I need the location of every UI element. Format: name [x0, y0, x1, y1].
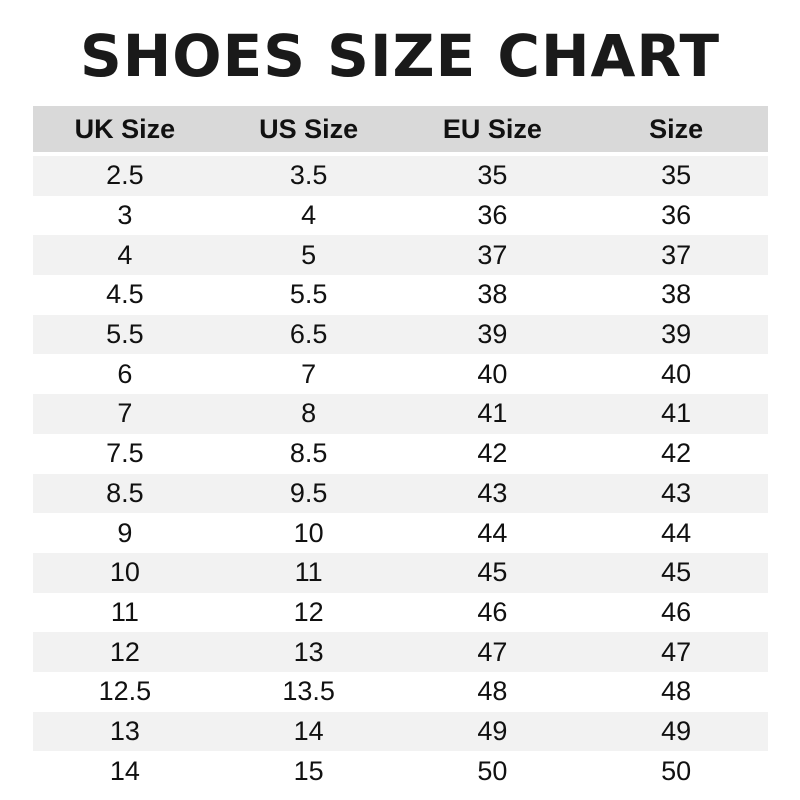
- table-cell: 6.5: [289, 319, 328, 350]
- table-cell: 9: [117, 517, 133, 548]
- table-cell: 5: [301, 239, 317, 270]
- table-cell: 36: [477, 200, 508, 231]
- table-cell: 8.5: [106, 477, 144, 508]
- table-cell: 43: [477, 477, 508, 508]
- table-cell: 48: [661, 676, 692, 707]
- table-row: 12 13 47 47: [33, 632, 768, 672]
- table-cell: 8: [301, 398, 317, 429]
- table-cell: 12: [293, 596, 324, 627]
- table-cell: 7: [117, 398, 133, 429]
- table-cell: 42: [477, 438, 508, 469]
- table-body: 2.5 3.5 35 35 3 4 36 36 4 5 37 37 4.5 5.5 38 38 5.5 6.5 39…: [33, 156, 768, 791]
- table-cell: 4.5: [106, 279, 144, 310]
- table-cell: 4: [301, 200, 317, 231]
- table-cell: 3.5: [289, 160, 328, 191]
- table-cell: 12.5: [98, 676, 152, 707]
- table-cell: 37: [661, 239, 692, 270]
- table-cell: 47: [477, 636, 508, 667]
- table-cell: 39: [661, 319, 692, 350]
- table-cell: 49: [661, 715, 692, 746]
- table-cell: 47: [661, 636, 692, 667]
- table-row: 4.5 5.5 38 38: [33, 275, 768, 315]
- table-cell: 40: [661, 358, 692, 389]
- table-cell: 50: [477, 755, 508, 786]
- table-row: 4 5 37 37: [33, 235, 768, 276]
- table-cell: 12: [109, 636, 140, 667]
- column-header: Size: [649, 113, 704, 144]
- table-cell: 49: [477, 715, 508, 746]
- table-cell: 45: [661, 557, 692, 588]
- table-cell: 44: [661, 517, 692, 548]
- table-row: 11 12 46 46: [33, 593, 768, 633]
- table-cell: 8.5: [289, 438, 328, 469]
- table-cell: 11: [294, 557, 323, 588]
- table-cell: 46: [477, 596, 508, 627]
- table-cell: 7: [301, 358, 317, 389]
- table-cell: 38: [477, 279, 508, 310]
- table-cell: 14: [293, 715, 324, 746]
- table-cell: 39: [477, 319, 508, 350]
- table-cell: 13: [293, 636, 324, 667]
- table-cell: 7.5: [106, 438, 144, 469]
- table-row: 7.5 8.5 42 42: [33, 434, 768, 474]
- table-row: 2.5 3.5 35 35: [33, 156, 768, 196]
- table-cell: 10: [109, 557, 140, 588]
- table-cell: 10: [293, 517, 324, 548]
- table-cell: 3: [117, 200, 133, 231]
- table-row: 13 14 49 49: [33, 711, 768, 752]
- table-row: 7 8 41 41: [33, 394, 768, 434]
- table-row: 5.5 6.5 39 39: [33, 314, 768, 355]
- table-cell: 38: [661, 279, 692, 310]
- table-cell: 4: [117, 239, 133, 270]
- table-cell: 13.5: [282, 676, 335, 707]
- column-header: US Size: [259, 113, 359, 144]
- table-row: 14 15 50 50: [33, 751, 768, 791]
- table-cell: 41: [477, 398, 508, 429]
- table-header: UK Size US Size EU Size Size: [33, 106, 768, 152]
- table-row: 9 10 44 44: [33, 513, 768, 553]
- table-cell: 14: [109, 755, 140, 786]
- table-row: 3 4 36 36: [33, 196, 768, 236]
- table-cell: 35: [661, 160, 692, 191]
- table-cell: 40: [477, 358, 508, 389]
- table-cell: 5.5: [106, 319, 144, 350]
- table-cell: 37: [477, 239, 508, 270]
- table-cell: 15: [293, 755, 324, 786]
- table-cell: 13: [109, 715, 140, 746]
- table-cell: 5.5: [289, 279, 328, 310]
- table-cell: 44: [477, 517, 508, 548]
- table-row: 8.5 9.5 43 43: [33, 473, 768, 514]
- table-cell: 9.5: [289, 477, 328, 508]
- table-cell: 2.5: [106, 160, 144, 191]
- table-row: 6 7 40 40: [33, 354, 768, 394]
- table-row: 12.5 13.5 48 48: [33, 672, 768, 712]
- table-cell: 46: [661, 596, 692, 627]
- table-cell: 48: [477, 676, 508, 707]
- table-cell: 50: [661, 755, 692, 786]
- table-cell: 41: [661, 398, 692, 429]
- table-row: 10 11 45 45: [33, 552, 768, 593]
- table-cell: 45: [477, 557, 508, 588]
- column-header: UK Size: [74, 113, 176, 144]
- table-cell: 42: [661, 438, 692, 469]
- table-cell: 35: [477, 160, 508, 191]
- chart-title: SHOES SIZE CHART: [79, 22, 721, 90]
- column-header: EU Size: [442, 113, 542, 144]
- table-cell: 6: [117, 358, 133, 389]
- table-cell: 11: [110, 596, 139, 627]
- table-cell: 43: [661, 477, 692, 508]
- size-table: UK Size US Size EU Size Size 2.5 3.5 35 35 3 4 36…: [33, 106, 768, 791]
- table-cell: 36: [661, 200, 692, 231]
